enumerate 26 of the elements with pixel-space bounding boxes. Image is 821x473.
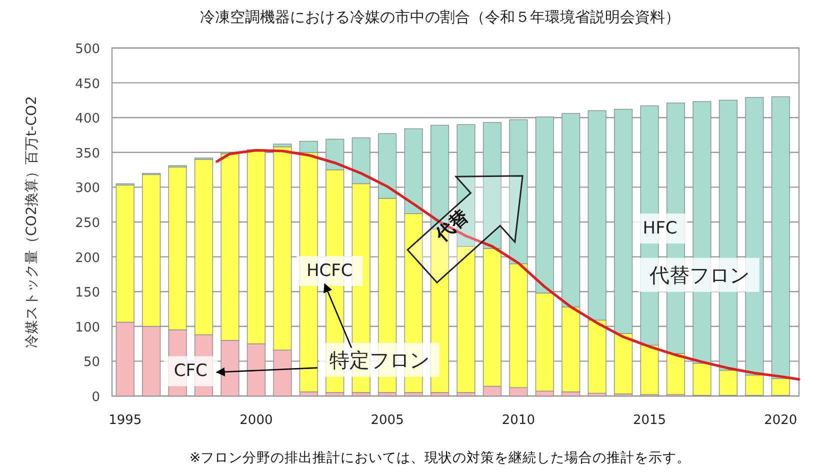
x-tick-label: 1995	[108, 413, 142, 428]
annotation: 代替	[431, 206, 473, 246]
y-tick-label: 150	[75, 286, 100, 301]
annotation: CFC	[174, 361, 208, 382]
y-axis-title: 冷媒ストック量（CO2換算）百万t-CO2	[24, 96, 40, 348]
y-tick-label: 200	[75, 250, 100, 266]
y-tick-label: 250	[75, 216, 100, 231]
y-tick-label: 350	[75, 146, 100, 162]
x-tick-label: 2000	[240, 413, 273, 428]
x-tick-label: 2005	[370, 413, 404, 428]
y-tick-label: 450	[75, 76, 100, 92]
x-tick-label: 2020	[764, 413, 798, 428]
annotation: 代替フロン	[648, 262, 750, 287]
y-tick-label: 100	[75, 320, 100, 336]
y-tick-label: 0	[92, 390, 100, 405]
y-tick-label: 400	[75, 112, 100, 127]
x-tick-label: 2015	[632, 413, 666, 428]
x-tick-label: 2010	[502, 413, 535, 428]
annotation: HCFC	[306, 260, 353, 281]
text: ※フロン分野の排出推計においては、現状の対策を継続した場合の推計を示す。	[189, 450, 691, 466]
y-tick-label: 500	[75, 42, 100, 57]
annotation: HFC	[642, 218, 678, 239]
annotation: 特定フロン	[329, 348, 430, 372]
y-tick-label: 300	[75, 181, 100, 196]
chart-title: 冷凍空調機器における冷媒の市中の割合（令和５年環境省説明会資料）	[200, 8, 680, 26]
y-tick-label: 50	[83, 355, 100, 370]
